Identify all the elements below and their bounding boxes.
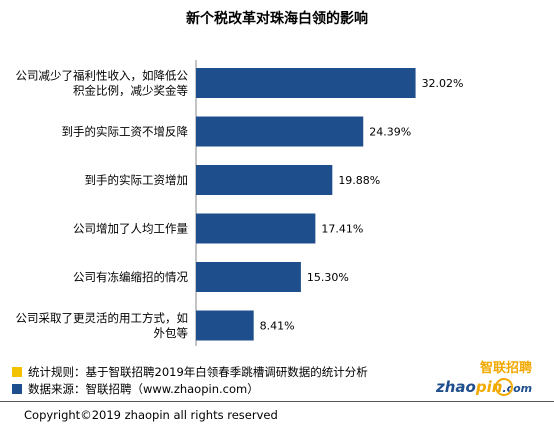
category-label-1: 积金比例，减少奖金等 [73, 84, 188, 98]
copyright-text: Copyright©2019 zhaopin all rights reserv… [24, 408, 278, 422]
bar-3 [196, 165, 333, 195]
category-label-3: 到手的实际工资增加 [85, 173, 189, 187]
category-label-6: 外包等 [154, 326, 189, 340]
category-label-1: 公司减少了福利性收入，如降低公 [16, 69, 189, 83]
value-label-2: 24.39% [369, 126, 411, 139]
value-label-6: 8.41% [260, 320, 295, 333]
category-label-4: 公司增加了人均工作量 [73, 222, 188, 236]
chart-title: 新个税改革对珠海白领的影响 [186, 11, 368, 27]
footer-divider [0, 401, 554, 402]
bar-6 [196, 310, 254, 341]
note-source-text: 数据来源：智联招聘（www.zhaopin.com） [28, 382, 259, 396]
value-label-3: 19.88% [338, 174, 380, 187]
svg-text:zhaopin.com: zhaopin.com [436, 378, 532, 396]
note-rule-text: 统计规则：基于智联招聘2019年白领春季跳槽调研数据的统计分析 [28, 365, 368, 379]
bar-4 [196, 213, 316, 244]
zhaopin-logo: 智联招聘 zhaopin.com [436, 360, 532, 396]
note-source: 数据来源：智联招聘（www.zhaopin.com） [12, 381, 259, 397]
bar-2 [196, 116, 364, 147]
svg-text:智联招聘: 智联招聘 [480, 360, 532, 376]
note-rule: 统计规则：基于智联招聘2019年白领春季跳槽调研数据的统计分析 [12, 364, 368, 380]
category-label-6: 公司采取了更灵活的用工方式，如 [16, 311, 189, 325]
yellow-square-icon [12, 367, 22, 377]
bar-1 [196, 68, 416, 98]
category-label-2: 到手的实际工资不增反降 [62, 125, 189, 139]
value-label-4: 17.41% [321, 223, 363, 236]
value-label-5: 15.30% [307, 271, 349, 284]
value-label-1: 32.02% [422, 77, 464, 90]
blue-square-icon [12, 384, 22, 394]
bar-5 [196, 262, 301, 292]
category-label-5: 公司有冻编缩招的情况 [73, 270, 188, 284]
